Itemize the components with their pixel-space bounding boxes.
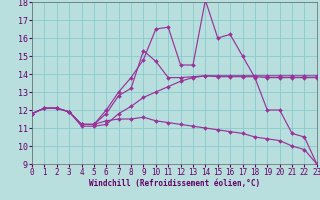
X-axis label: Windchill (Refroidissement éolien,°C): Windchill (Refroidissement éolien,°C)	[89, 179, 260, 188]
